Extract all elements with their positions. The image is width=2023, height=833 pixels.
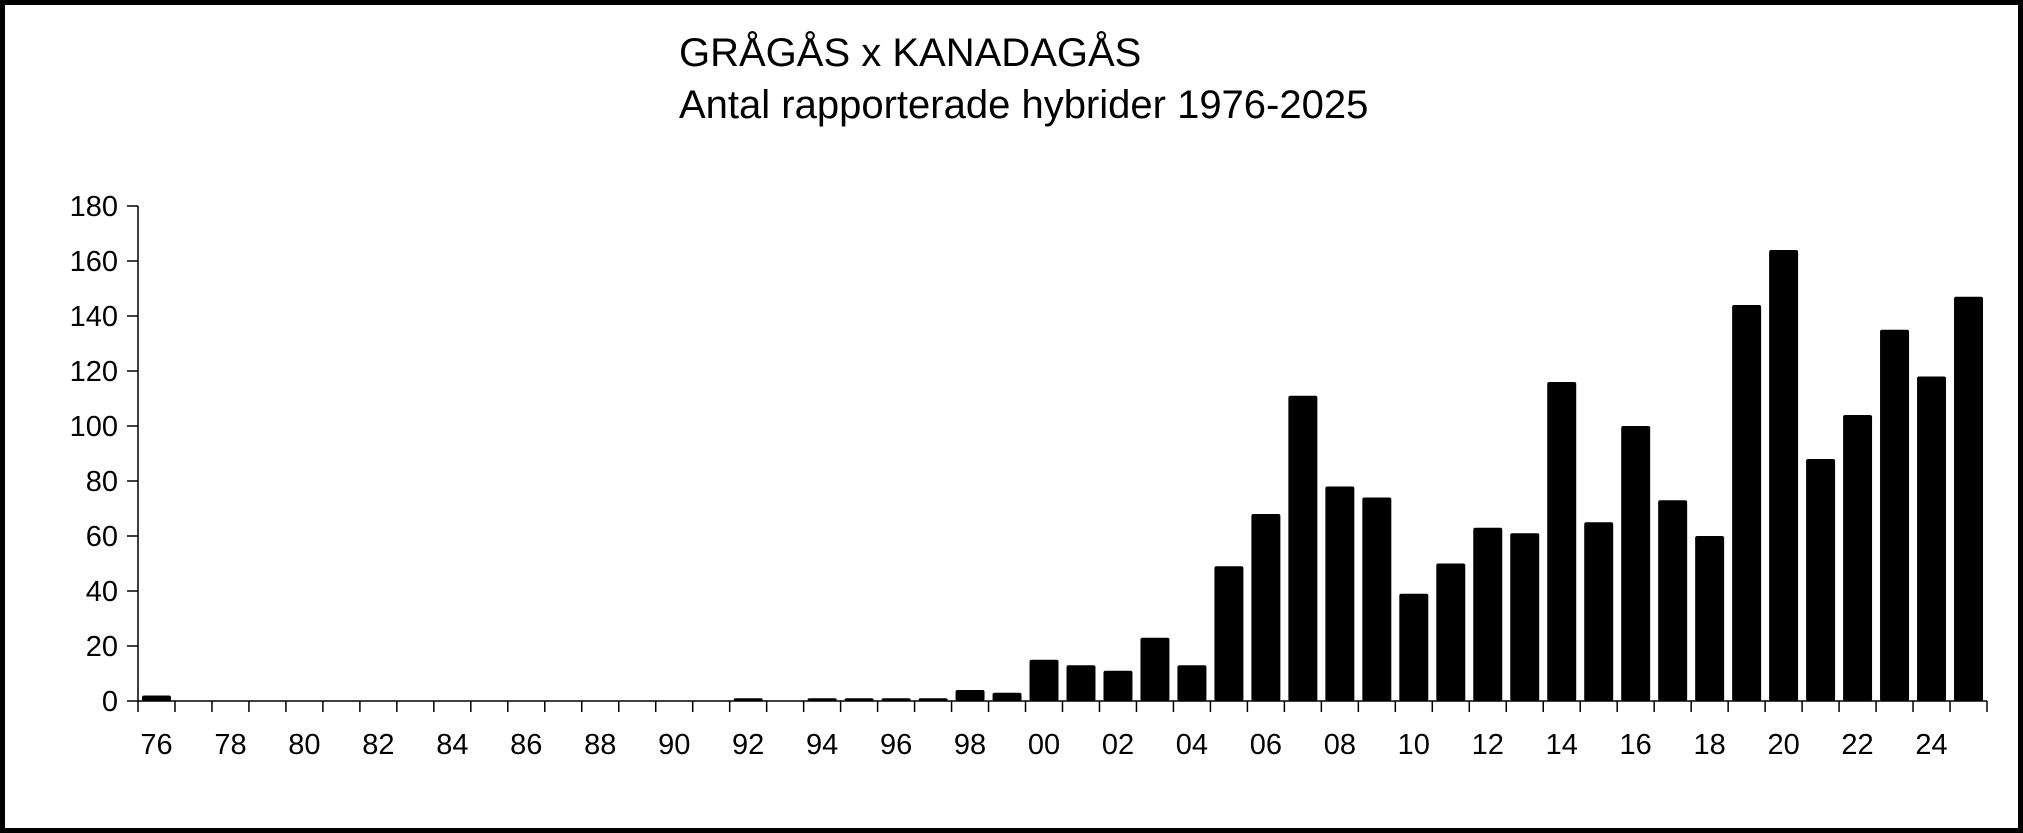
bar-18 [1695, 536, 1725, 701]
bar-14 [1547, 382, 1577, 701]
y-tick-label: 120 [70, 356, 118, 388]
y-tick-label: 0 [102, 686, 118, 718]
chart-subtitle: Antal rapporterade hybrider 1976-2025 [679, 83, 1369, 127]
bar-05 [1214, 566, 1244, 701]
y-tick-label: 100 [70, 411, 118, 443]
y-tick-label: 40 [86, 576, 118, 608]
x-tick-label: 88 [584, 729, 616, 761]
bar-96 [881, 698, 911, 701]
bar-13 [1510, 533, 1540, 701]
bar-09 [1362, 497, 1392, 701]
x-tick-label: 86 [510, 729, 542, 761]
x-tick-label: 04 [1176, 729, 1208, 761]
x-tick-label: 94 [806, 729, 838, 761]
bar-17 [1658, 500, 1688, 701]
x-tick-label: 92 [732, 729, 764, 761]
bar-92 [733, 698, 763, 701]
x-tick-label: 22 [1841, 729, 1873, 761]
bar-19 [1732, 305, 1762, 701]
bar-07 [1288, 395, 1318, 701]
x-tick-label: 08 [1324, 729, 1356, 761]
x-tick-label: 06 [1250, 729, 1282, 761]
y-tick-label: 160 [70, 246, 118, 278]
bar-24 [1917, 376, 1947, 701]
bar-94 [807, 698, 837, 701]
bar-98 [955, 690, 985, 701]
bar-21 [1806, 459, 1836, 701]
x-tick-label: 78 [214, 729, 246, 761]
x-tick-label: 16 [1620, 729, 1652, 761]
bar-25 [1954, 296, 1983, 701]
y-tick-label: 60 [86, 521, 118, 553]
bar-15 [1584, 522, 1614, 701]
x-tick-label: 00 [1028, 729, 1060, 761]
x-tick-label: 18 [1694, 729, 1726, 761]
chart-title: GRÅGÅS x KANADAGÅS [679, 31, 1142, 75]
x-tick-label: 02 [1102, 729, 1134, 761]
x-tick-label: 14 [1546, 729, 1578, 761]
bar-23 [1880, 329, 1910, 701]
x-tick-label: 20 [1767, 729, 1799, 761]
y-tick-label: 180 [70, 191, 118, 223]
bar-02 [1103, 670, 1133, 701]
bar-01 [1066, 665, 1096, 701]
bar-97 [918, 698, 948, 701]
bar-99 [992, 692, 1022, 701]
bar-20 [1769, 250, 1799, 701]
bar-95 [844, 698, 874, 701]
x-tick-label: 84 [436, 729, 468, 761]
x-tick-label: 12 [1472, 729, 1504, 761]
y-tick-label: 80 [86, 466, 118, 498]
bar-12 [1473, 527, 1503, 701]
bar-16 [1621, 426, 1651, 701]
x-tick-label: 96 [880, 729, 912, 761]
bar-03 [1140, 637, 1170, 701]
x-tick-label: 82 [362, 729, 394, 761]
x-tick-label: 76 [140, 729, 172, 761]
bar-22 [1843, 415, 1873, 701]
bar-11 [1436, 563, 1466, 701]
x-tick-label: 10 [1398, 729, 1430, 761]
bar-76 [142, 695, 171, 701]
x-tick-label: 24 [1915, 729, 1947, 761]
x-tick-label: 98 [954, 729, 986, 761]
y-tick-label: 20 [86, 631, 118, 663]
y-tick-label: 140 [70, 301, 118, 333]
bar-08 [1325, 486, 1355, 701]
x-tick-label: 80 [288, 729, 320, 761]
bar-00 [1029, 659, 1059, 701]
x-tick-label: 90 [658, 729, 690, 761]
bar-06 [1251, 514, 1281, 701]
bar-04 [1177, 665, 1207, 701]
bar-10 [1399, 593, 1429, 701]
